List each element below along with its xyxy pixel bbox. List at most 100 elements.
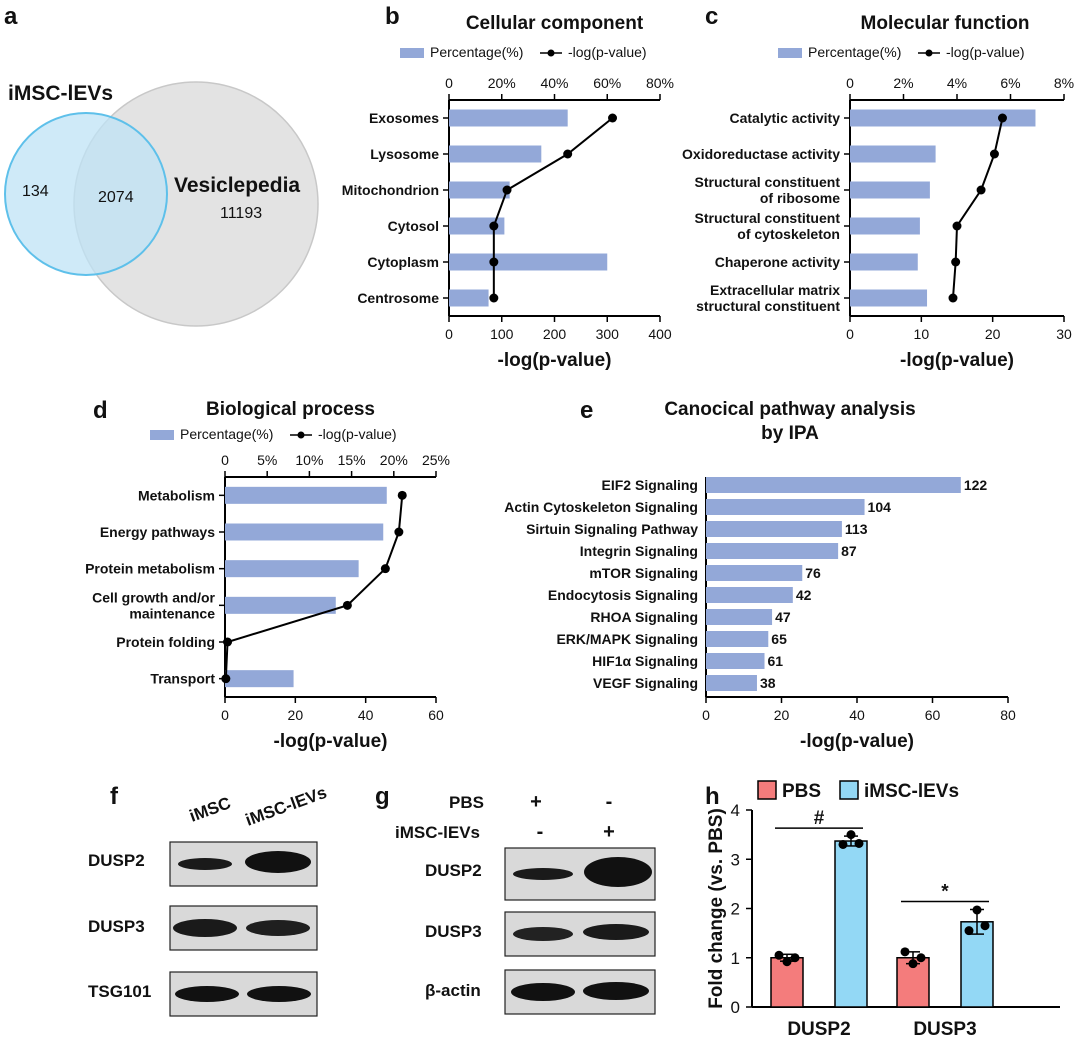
top-axis-tick-label: 25% — [422, 452, 450, 468]
top-axis-tick-label: 0 — [445, 75, 453, 91]
category-label: VEGF Signaling — [593, 675, 698, 691]
panel-c: c Molecular function Percentage(%) -log(p-… — [682, 3, 1074, 371]
data-point — [790, 953, 800, 963]
category-label: Chaperone activity — [715, 254, 840, 270]
x-axis-tick-label: 80 — [1000, 707, 1016, 723]
panel-letter-g: g — [375, 783, 390, 810]
x-category-label: DUSP3 — [913, 1019, 976, 1040]
category-label: Extracellular matrix structural constitue… — [696, 282, 840, 314]
category-label: Sirtuin Signaling Pathway — [526, 521, 698, 537]
y-axis-tick-label: 2 — [731, 900, 740, 919]
blot-f-row-dusp2: DUSP2 — [88, 851, 145, 870]
bar-data-label: 113 — [845, 521, 868, 537]
category-label: mTOR Signaling — [589, 565, 698, 581]
legend-pvalue-label: -log(p-value) — [946, 44, 1025, 60]
pvalue-line — [224, 495, 404, 679]
bar — [225, 486, 387, 504]
data-point — [964, 926, 974, 936]
bar — [770, 957, 804, 1008]
bottom-axis-tick-label: 20 — [985, 326, 1001, 342]
blot-g-label-ievs: iMSC-lEVs — [395, 823, 480, 842]
bar — [225, 670, 294, 688]
bar-data-label: 76 — [805, 565, 821, 581]
bar — [834, 840, 868, 1008]
category-label: Energy pathways — [100, 524, 215, 540]
pvalue-line — [492, 117, 614, 298]
category-label: ERK/MAPK Signaling — [556, 631, 698, 647]
blot-f-band — [175, 986, 239, 1002]
category-label: Centrosome — [357, 290, 439, 306]
bar — [449, 217, 505, 235]
bar — [706, 499, 865, 515]
bar-data-label: 65 — [771, 631, 787, 647]
category-label: Integrin Signaling — [580, 543, 698, 559]
blot-f-band — [178, 858, 232, 870]
pvalue-point — [223, 637, 233, 647]
pvalue-point — [951, 257, 961, 267]
bar-data-label: 47 — [775, 609, 791, 625]
pvalue-point — [221, 674, 231, 684]
bar — [225, 523, 384, 541]
bar — [706, 609, 773, 625]
top-axis-tick-label: 10% — [295, 452, 323, 468]
top-axis-tick-label: 40% — [540, 75, 568, 91]
data-point — [900, 947, 910, 957]
bar — [850, 217, 920, 235]
panel-f: f iMSC iMSC-lEVs DUSP2 DUSP3 TSG101 — [88, 783, 329, 1017]
category-label: Protein metabolism — [85, 561, 215, 577]
panel-letter-f: f — [110, 783, 119, 810]
blot-g-band — [583, 982, 649, 1000]
category-label: Transport — [150, 671, 215, 687]
legend-marker — [297, 431, 305, 439]
bar-data-label: 87 — [841, 543, 857, 559]
category-label: Metabolism — [138, 487, 215, 503]
pvalue-point — [976, 185, 986, 195]
significance-marker: # — [814, 808, 825, 829]
bar — [706, 631, 769, 647]
legend-label: iMSC-lEVs — [864, 781, 959, 802]
venn-right-label: Vesiclepedia — [174, 174, 300, 197]
panel-a: a iMSC-lEVs 134 2074 Vesiclepedia 11193 — [4, 3, 319, 327]
legend-pvalue-label: -log(p-value) — [568, 44, 647, 60]
blot-f-band — [245, 851, 311, 873]
blot-g-band — [511, 983, 575, 1001]
legend-swatch-percentage — [778, 48, 802, 58]
category-label: Mitochondrion — [342, 182, 439, 198]
data-point — [916, 953, 926, 963]
bar-data-label: 61 — [768, 653, 784, 669]
pvalue-point — [997, 113, 1007, 123]
bottom-axis-tick-label: 100 — [490, 326, 514, 342]
blot-f-row-tsg101: TSG101 — [88, 982, 151, 1001]
blot-f-col-imsc: iMSC — [187, 793, 233, 825]
blot-g-evs-sign: + — [603, 821, 615, 843]
bar-data-label: 104 — [868, 499, 892, 515]
pvalue-point — [952, 221, 962, 231]
blot-g-band — [584, 857, 652, 887]
legend-label: PBS — [782, 781, 821, 802]
pvalue-point — [608, 113, 618, 123]
blot-f-band — [173, 919, 237, 937]
blot-g-row-dusp3: DUSP3 — [425, 922, 482, 941]
legend-swatch-0 — [757, 780, 777, 800]
category-label: Oxidoreductase activity — [682, 146, 840, 162]
top-axis-tick-label: 4% — [947, 75, 967, 91]
category-label: Structural constituent of ribosome — [695, 174, 841, 206]
venn-left-label: iMSC-lEVs — [8, 82, 113, 105]
data-point — [846, 830, 856, 840]
bar — [225, 596, 336, 614]
bottom-axis-tick-label: 10 — [914, 326, 930, 342]
chart-title: Cellular component — [466, 13, 644, 34]
legend-marker — [925, 49, 933, 57]
bottom-axis-tick-label: 400 — [648, 326, 672, 342]
top-axis-tick-label: 20% — [380, 452, 408, 468]
pvalue-point — [989, 149, 999, 159]
category-label: Lysosome — [370, 146, 439, 162]
category-label: Structural constituent of cytoskeleton — [695, 210, 841, 242]
data-point — [972, 905, 982, 915]
blot-g-row-dusp2: DUSP2 — [425, 861, 482, 880]
data-point — [980, 921, 990, 931]
blot-g-label-pbs: PBS — [449, 793, 484, 812]
y-axis-label: Fold change (vs. PBS) — [706, 808, 727, 1009]
bar — [706, 521, 842, 537]
